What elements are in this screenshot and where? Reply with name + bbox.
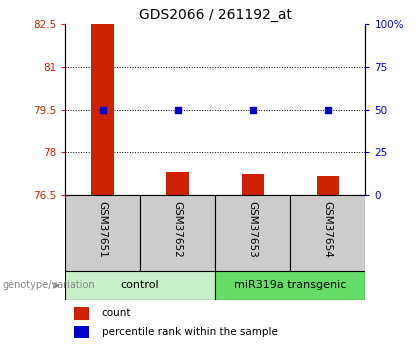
- Point: [174, 107, 181, 112]
- Text: GSM37651: GSM37651: [97, 201, 108, 258]
- Title: GDS2066 / 261192_at: GDS2066 / 261192_at: [139, 8, 292, 22]
- Text: percentile rank within the sample: percentile rank within the sample: [102, 327, 278, 337]
- Point: [99, 107, 106, 112]
- Text: GSM37653: GSM37653: [248, 201, 258, 258]
- Text: miR319a transgenic: miR319a transgenic: [234, 280, 346, 290]
- Point: [325, 107, 331, 112]
- Text: GSM37652: GSM37652: [173, 201, 183, 258]
- Text: genotype/variation: genotype/variation: [2, 280, 95, 290]
- Bar: [74, 307, 89, 319]
- Text: GSM37654: GSM37654: [323, 201, 333, 258]
- Bar: [140, 195, 215, 271]
- Bar: [317, 176, 339, 195]
- Bar: [65, 271, 215, 300]
- Bar: [215, 271, 365, 300]
- Bar: [74, 326, 89, 338]
- Point: [249, 107, 256, 112]
- Bar: [241, 174, 264, 195]
- Bar: [92, 24, 114, 195]
- Text: count: count: [102, 308, 131, 318]
- Text: control: control: [121, 280, 160, 290]
- Bar: [290, 195, 365, 271]
- Bar: [215, 195, 290, 271]
- Bar: [166, 172, 189, 195]
- Bar: [65, 195, 140, 271]
